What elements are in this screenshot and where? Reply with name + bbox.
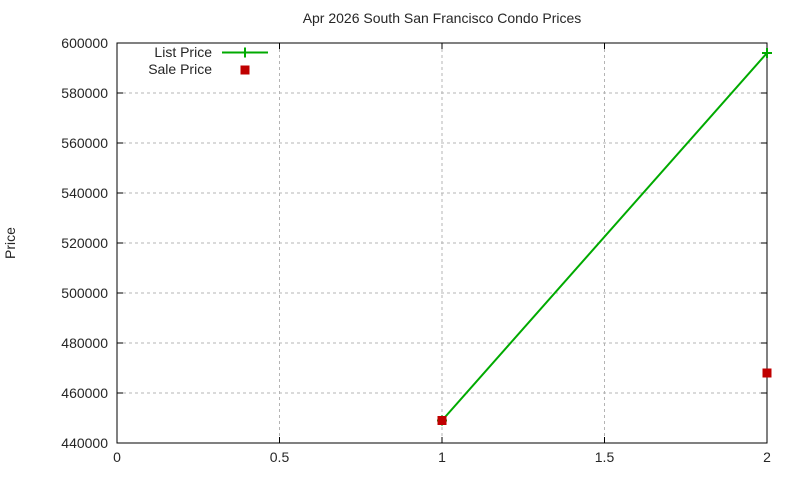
y-tick-label: 440000 [61,435,108,451]
data-series [437,48,772,426]
legend-list-price-plus-icon [240,47,250,58]
x-tick-label: 1.5 [595,449,615,465]
chart-title: Apr 2026 South San Francisco Condo Price… [303,10,582,26]
x-tick-label: 1 [438,449,446,465]
legend-label-list-price: List Price [154,44,212,60]
y-tick-label: 580000 [61,85,108,101]
x-tick-label: 0 [113,449,121,465]
y-axis-label: Price [2,227,18,259]
list-price-line [441,52,768,422]
legend: List Price Sale Price [148,44,268,77]
y-tick-label: 520000 [61,235,108,251]
legend-label-sale-price: Sale Price [148,61,212,77]
sale-price-point [437,416,447,425]
sale-price-point [762,368,772,378]
x-tick-label: 2 [763,449,771,465]
list-price-point [762,48,772,58]
gridlines [117,43,767,443]
y-tick-label: 460000 [61,385,108,401]
y-tick-label: 600000 [61,35,108,51]
y-tick-label: 500000 [61,285,108,301]
x-tick-label: 0.5 [270,449,290,465]
y-tick-label: 480000 [61,335,108,351]
axes-and-ticks: 440000 460000 480000 500000 520000 540000 5600… [61,35,771,465]
legend-sale-price-square-icon [240,65,250,75]
y-tick-label: 540000 [61,185,108,201]
y-tick-label: 560000 [61,135,108,151]
